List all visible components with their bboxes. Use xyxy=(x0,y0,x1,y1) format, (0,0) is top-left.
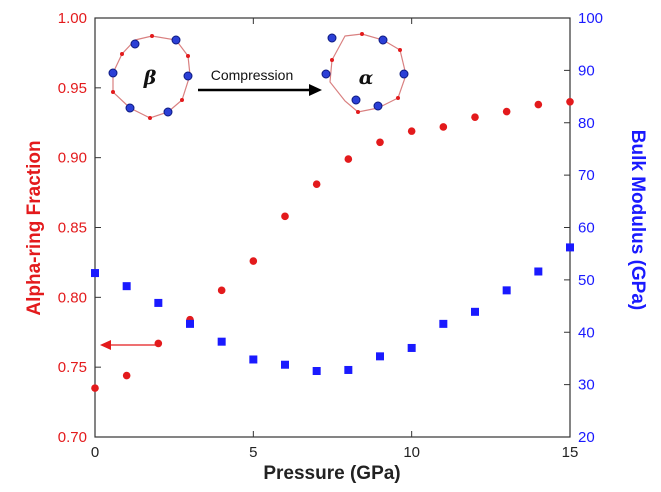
alpha-ring-node xyxy=(330,58,334,62)
beta-ring-node xyxy=(150,34,154,38)
left-tick-label: 0.90 xyxy=(58,150,87,167)
alpha-ring-atom xyxy=(373,101,383,111)
alpha-ring-atom xyxy=(351,95,361,105)
beta-ring-atom xyxy=(183,71,193,81)
bulk-modulus-point xyxy=(217,337,226,346)
alpha-ring-atom xyxy=(378,35,388,45)
beta-ring-node xyxy=(148,116,152,120)
alpha-ring-atom xyxy=(321,69,331,79)
right-tick-label: 50 xyxy=(578,272,595,289)
right-tick-label: 100 xyxy=(578,10,603,27)
bulk-modulus-point xyxy=(439,319,448,328)
plot-frame xyxy=(94,17,571,438)
x-axis-ticks: 0 5 10 15 xyxy=(91,18,579,461)
left-tick-label: 0.75 xyxy=(58,359,87,376)
alpha-ring-fraction-point xyxy=(439,123,448,131)
bulk-modulus-point xyxy=(376,352,384,361)
alpha-ring-node xyxy=(356,110,360,114)
right-tick-label: 40 xyxy=(578,324,595,341)
alpha-ring-fraction-point xyxy=(91,384,99,392)
left-tick-label: 0.85 xyxy=(58,220,87,237)
alpha-ring-fraction-point xyxy=(344,155,353,163)
x-axis-title: Pressure (GPa) xyxy=(263,463,400,484)
alpha-ring-fraction-point xyxy=(534,100,543,109)
beta-ring-node xyxy=(111,90,115,94)
alpha-ring-node xyxy=(398,48,402,52)
left-axis-ticks: 0.70 0.75 0.80 0.85 0.90 0.95 1.00 xyxy=(58,10,101,446)
compression-label: Compression xyxy=(211,67,293,83)
right-axis-ticks: 20 30 40 50 60 70 80 90 100 xyxy=(564,10,603,446)
alpha-ring-node xyxy=(396,96,400,100)
left-tick-label: 0.95 xyxy=(58,80,87,97)
bulk-modulus-point xyxy=(249,355,258,364)
left-tick-label: 0.80 xyxy=(58,289,87,306)
bulk-modulus-series xyxy=(91,243,574,376)
bulk-modulus-point xyxy=(186,319,194,328)
alpha-symbol: α xyxy=(359,67,374,89)
alpha-ring-fraction-point xyxy=(502,107,511,116)
beta-ring-atom xyxy=(130,39,140,49)
alpha-ring-fraction-point xyxy=(217,286,226,295)
left-axis-pointer-head xyxy=(100,340,111,350)
beta-ring-node xyxy=(186,54,190,58)
alpha-ring-atom xyxy=(399,69,409,79)
right-tick-label: 70 xyxy=(578,167,595,184)
beta-ring-atom xyxy=(125,103,135,113)
right-tick-label: 90 xyxy=(578,62,595,79)
x-tick-label: 5 xyxy=(249,444,257,461)
right-tick-label: 60 xyxy=(578,220,595,237)
bulk-modulus-point xyxy=(91,269,99,278)
left-axis-pointer-arrow xyxy=(100,340,158,350)
inset-beta-ring: β xyxy=(108,34,193,120)
alpha-ring-fraction-point xyxy=(471,113,479,121)
compression-arrow-head xyxy=(309,84,322,96)
bulk-modulus-point xyxy=(312,367,321,376)
right-tick-label: 30 xyxy=(578,377,595,394)
compression-arrow: Compression xyxy=(198,67,322,96)
beta-ring-atom xyxy=(163,107,173,117)
bulk-modulus-point xyxy=(534,267,543,276)
x-tick-label: 0 xyxy=(91,444,99,461)
bulk-modulus-point xyxy=(502,286,511,295)
alpha-ring-fraction-point xyxy=(154,339,163,348)
bulk-modulus-point xyxy=(281,360,289,369)
alpha-ring-node xyxy=(360,32,364,36)
beta-ring-node xyxy=(120,52,124,56)
left-axis-title: Alpha-ring Fraction xyxy=(24,140,45,315)
x-tick-label: 15 xyxy=(562,444,579,461)
bulk-modulus-point xyxy=(566,243,574,252)
alpha-ring-fraction-point xyxy=(249,257,258,265)
bulk-modulus-point xyxy=(154,298,163,307)
right-tick-label: 20 xyxy=(578,429,595,446)
left-tick-label: 0.70 xyxy=(58,429,87,446)
alpha-ring-fraction-point xyxy=(122,371,131,380)
alpha-ring-atom xyxy=(327,33,337,43)
alpha-ring-fraction-point xyxy=(281,212,289,221)
alpha-ring-fraction-point xyxy=(407,127,416,135)
x-tick-label: 10 xyxy=(403,444,420,461)
left-tick-label: 1.00 xyxy=(58,10,87,27)
right-axis-title: Bulk Modulus (GPa) xyxy=(627,130,648,311)
alpha-ring-fraction-point xyxy=(566,98,574,106)
beta-ring-node xyxy=(180,98,184,102)
alpha-ring-fraction-series xyxy=(91,98,574,392)
beta-symbol: β xyxy=(143,67,157,89)
beta-ring-atom xyxy=(108,68,118,78)
beta-ring-atom xyxy=(171,35,181,45)
inset-alpha-ring: α xyxy=(321,32,409,114)
alpha-ring-fraction-point xyxy=(312,180,321,189)
bulk-modulus-point xyxy=(122,282,131,291)
bulk-modulus-point xyxy=(407,343,416,352)
alpha-ring-fraction-point xyxy=(376,138,384,147)
right-tick-label: 80 xyxy=(578,115,595,132)
bulk-modulus-point xyxy=(471,307,479,316)
bulk-modulus-point xyxy=(344,365,353,374)
